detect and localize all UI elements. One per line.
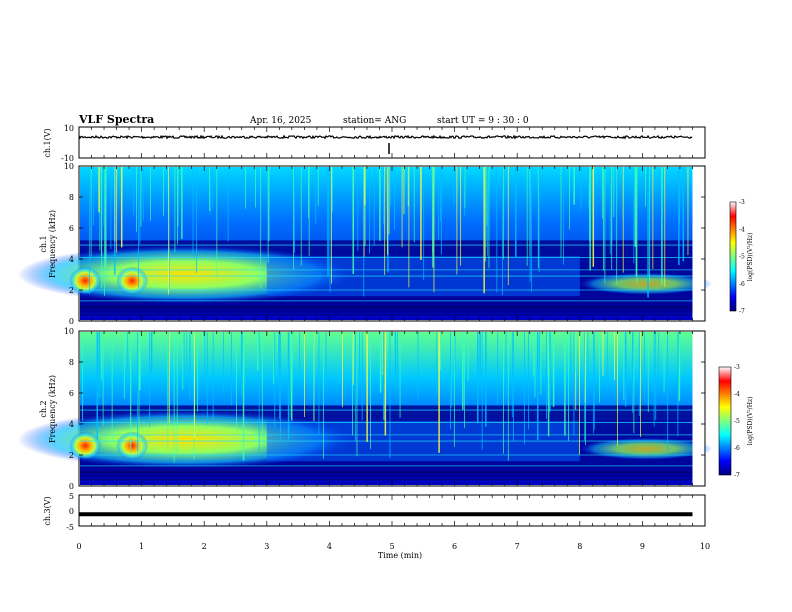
colorbar-tick-label: -6 xyxy=(734,445,740,452)
ch1-ytick-top: 10 xyxy=(64,124,74,133)
spectrogram-late-band xyxy=(579,272,713,295)
spectrogram-burst xyxy=(69,266,102,295)
spectrogram-burst xyxy=(116,431,149,460)
station-label: station= ANG xyxy=(343,116,406,126)
ch3-ytick-bottom: -5 xyxy=(66,523,74,532)
time-tick-label: 1 xyxy=(139,542,144,551)
time-tick-label: 4 xyxy=(327,542,332,551)
ch3-ytick-mid: 0 xyxy=(69,507,74,516)
ch2-colorbar-label: log(PSD)(V²/Hz) xyxy=(747,397,754,446)
start-time-label: start UT = 9 : 30 : 0 xyxy=(437,116,529,126)
ch1-spec-ylabel-frequency: Frequency (kHz) xyxy=(48,210,57,278)
date-label: Apr. 16, 2025 xyxy=(249,116,312,126)
colorbar-tick-label: -5 xyxy=(734,418,740,425)
ch2-spec-ylabel-channel: ch.2 xyxy=(39,400,48,417)
ch2-spectrogram xyxy=(17,332,713,485)
spec1-ytick: 8 xyxy=(69,193,74,202)
colorbar-tick-label: -5 xyxy=(739,254,745,261)
ch2-spec-ylabel-frequency: Frequency (kHz) xyxy=(48,375,57,443)
ch1-colorbar-label: log(PSD)(V²/Hz) xyxy=(747,233,754,282)
ch1-spectrogram-panel: ch.1 Frequency (kHz) 10 8 6 4 2 0 xyxy=(17,162,713,326)
spec2-ytick: 4 xyxy=(69,420,74,429)
spectrogram-burst xyxy=(69,431,102,460)
ch1-spec-ylabel-channel: ch.1 xyxy=(39,235,48,252)
ch1-colorbar: -3 -4 -5 -6 -7 log(PSD)(V²/Hz) xyxy=(729,199,754,315)
ch1-spectrogram xyxy=(17,167,713,320)
colorbar-tick-label: -7 xyxy=(734,472,740,479)
colorbar-tick-label: -4 xyxy=(739,226,745,233)
colorbar-tick-label: -3 xyxy=(739,199,745,206)
colorbar-tick-label: -6 xyxy=(739,281,745,288)
ch1-voltage-trace xyxy=(78,134,693,140)
ch3-voltage-panel: 5 0 -5 ch.3(V) xyxy=(43,492,706,532)
time-tick-label: 5 xyxy=(389,542,394,551)
colorbar-tick-label: -3 xyxy=(734,364,740,371)
spec2-ytick: 6 xyxy=(69,389,74,398)
spec2-ytick: 10 xyxy=(64,327,74,336)
spectrogram-empty-margin xyxy=(692,332,704,485)
ch2-colorbar: -3 -4 -5 -6 -7 log(PSD)(V²/Hz) xyxy=(718,364,754,479)
spectrogram-burst xyxy=(116,266,149,295)
time-tick-label: 10 xyxy=(700,542,710,551)
ch1-voltage-panel: 10 -10 ch.1(V) xyxy=(43,124,706,163)
time-tick-label: 3 xyxy=(264,542,269,551)
spec2-ytick: 8 xyxy=(69,358,74,367)
spec1-ytick: 0 xyxy=(69,317,74,326)
time-tick-label: 2 xyxy=(202,542,207,551)
spec1-ytick: 6 xyxy=(69,224,74,233)
ch2-colorbar-gradient xyxy=(718,366,732,476)
spectrogram-empty-margin xyxy=(692,167,704,320)
time-tick-label: 0 xyxy=(76,542,81,551)
time-tick-label: 9 xyxy=(640,542,645,551)
spec2-ytick: 2 xyxy=(69,451,74,460)
spectrogram-late-band xyxy=(579,437,713,460)
spec1-ytick: 10 xyxy=(64,162,74,171)
time-tick-label: 7 xyxy=(515,542,520,551)
ch1-voltage-ylabel: ch.1(V) xyxy=(43,128,52,157)
colorbar-tick-label: -4 xyxy=(734,391,740,398)
figure-title: VLF Spectra xyxy=(78,113,154,126)
ch1-ytick-bottom: -10 xyxy=(61,154,74,163)
time-tick-label: 8 xyxy=(577,542,582,551)
spec2-ytick: 0 xyxy=(69,482,74,491)
ch1-voltage-frame xyxy=(78,126,706,159)
ch3-ytick-top: 5 xyxy=(69,492,74,501)
ch3-voltage-ylabel: ch.3(V) xyxy=(43,496,52,525)
time-axis-label: Time (min) xyxy=(378,551,422,560)
spec1-ytick: 2 xyxy=(69,286,74,295)
ch2-spectrogram-panel: ch.2 Frequency (kHz) 10 8 6 4 2 0 xyxy=(17,327,713,491)
time-tick-label: 6 xyxy=(452,542,457,551)
ch1-colorbar-gradient xyxy=(729,201,737,312)
spec1-ytick: 4 xyxy=(69,255,74,264)
colorbar-tick-label: -7 xyxy=(739,308,745,315)
time-axis: 0 1 2 3 4 5 6 7 8 9 10 xyxy=(76,127,710,551)
